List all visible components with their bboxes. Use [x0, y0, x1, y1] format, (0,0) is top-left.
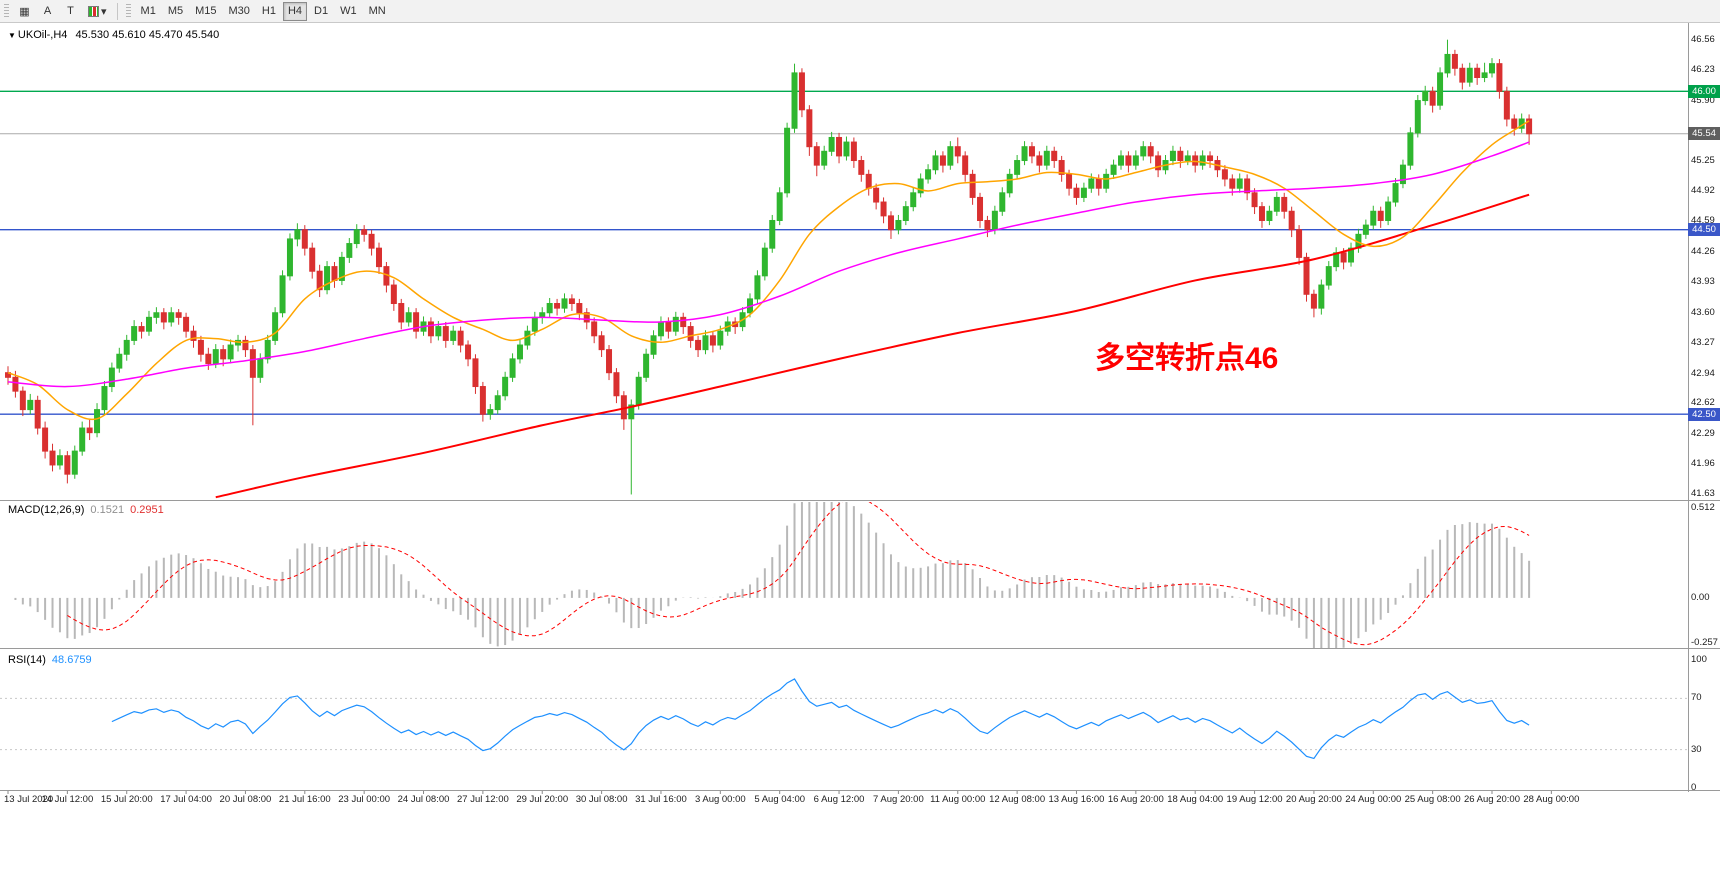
timeframe-toolbar-grip[interactable]	[125, 3, 131, 19]
price-axis-border	[1688, 23, 1689, 792]
timeframe-w1[interactable]: W1	[335, 2, 362, 21]
ma-mid-magenta	[7, 141, 1530, 388]
tile-windows-icon[interactable]: ▦	[14, 2, 35, 21]
text-label-icon[interactable]: A	[37, 2, 58, 21]
timeframe-h4[interactable]: H4	[282, 1, 308, 21]
cursor-tool-icon[interactable]: T	[60, 2, 81, 21]
timeframe-button-group: M1 M5 M15 M30 H1 H4 D1 W1 MN	[135, 1, 392, 21]
toolbar-grip[interactable]	[4, 3, 9, 19]
time-axis[interactable]	[0, 791, 1688, 809]
indicator-list-icon[interactable]: ▾	[83, 2, 112, 21]
timeframe-m30[interactable]: M30	[224, 2, 255, 21]
timeframe-m1[interactable]: M1	[136, 2, 161, 21]
rsi-timeaxis-separator	[0, 790, 1720, 791]
tool-button-group: ▦ A T ▾	[13, 2, 113, 21]
main-macd-separator[interactable]	[0, 500, 1720, 501]
timeframe-m15[interactable]: M15	[190, 2, 221, 21]
ma-fast-orange	[7, 120, 1530, 421]
price-axis[interactable]	[1689, 24, 1720, 790]
ma-slow-red	[215, 193, 1530, 499]
timeframe-mn[interactable]: MN	[364, 2, 391, 21]
timeframe-d1[interactable]: D1	[309, 2, 333, 21]
indicator-swatch-icon	[88, 5, 99, 17]
timeframe-m5[interactable]: M5	[163, 2, 188, 21]
toolbar: ▦ A T ▾ M1 M5 M15 M30 H1 H4 D1 W1 MN	[0, 0, 1720, 23]
macd-rsi-separator[interactable]	[0, 648, 1720, 649]
timeframe-h1[interactable]: H1	[257, 2, 281, 21]
toolbar-separator	[116, 2, 118, 20]
